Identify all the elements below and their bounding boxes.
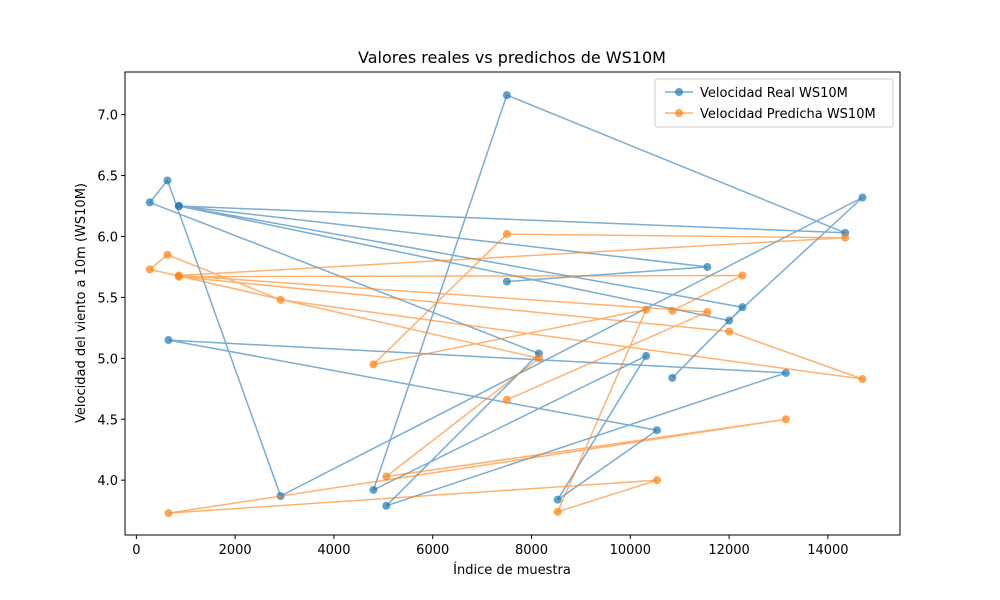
data-point [725,316,734,325]
x-tick-label: 0 [132,543,140,558]
data-point [502,395,511,404]
series-layer [145,91,867,518]
y-tick-label: 4.5 [97,413,118,428]
data-point [502,277,511,286]
data-point [174,202,183,211]
y-tick-label: 7.0 [97,109,118,124]
data-point [703,308,712,317]
data-point [382,501,391,510]
y-axis-label: Velocidad del viento a 10m (WS10M) [74,183,89,423]
legend-marker [675,109,683,117]
x-tick-label: 8000 [515,543,548,558]
data-point [369,360,378,369]
series-line [148,233,863,514]
data-point [668,373,677,382]
data-point [502,230,511,239]
data-point [502,91,511,100]
data-point [652,476,661,485]
data-point [163,250,172,259]
y-tick-label: 6.5 [97,170,118,185]
legend-box [654,78,894,128]
x-axis-label: Índice de muestra [453,562,571,578]
legend-label: Velocidad Real WS10M [700,86,848,101]
x-tick-label: 14000 [807,543,848,558]
data-point [534,354,543,363]
plot-frame [124,71,901,536]
legend-marker [675,88,683,96]
series-2 [145,230,867,518]
x-tick-label: 12000 [708,543,749,558]
y-tick-label: 5.5 [97,291,118,306]
series-line [148,94,864,507]
x-tick-label: 4000 [317,543,350,558]
data-point [781,368,790,377]
data-point [738,271,747,280]
data-point [163,176,172,185]
data-point [725,327,734,336]
series-1 [145,91,867,510]
y-tick-label: 6.0 [97,230,118,245]
data-point [145,265,154,274]
data-point [738,303,747,312]
data-point [858,193,867,202]
data-point [652,426,661,435]
data-point [164,509,173,518]
y-tick-label: 4.0 [97,474,118,489]
data-point [668,306,677,315]
y-tick-label: 5.0 [97,352,118,367]
data-point [553,507,562,516]
data-point [164,336,173,345]
x-tick-label: 6000 [416,543,449,558]
data-point [858,375,867,384]
data-point [145,198,154,207]
chart-title: Valores reales vs predichos de WS10M [358,48,666,67]
data-point [841,233,850,242]
data-point [703,262,712,271]
x-tick-label: 10000 [610,543,651,558]
legend: Velocidad Real WS10M Velocidad Predicha W… [654,78,894,128]
legend-label: Velocidad Predicha WS10M [700,107,876,122]
x-tick-label: 2000 [219,543,252,558]
x-axis: 0 2000 4000 6000 8000 10000 12000 14000 [132,535,849,558]
data-point [276,295,285,304]
y-axis: 4.0 4.5 5.0 5.5 6.0 6.5 7.0 [97,109,125,489]
data-point [553,495,562,504]
data-point [174,271,183,280]
data-point [369,485,378,494]
data-point [642,351,651,360]
data-point [781,415,790,424]
data-point [382,472,391,481]
data-point [642,305,651,314]
